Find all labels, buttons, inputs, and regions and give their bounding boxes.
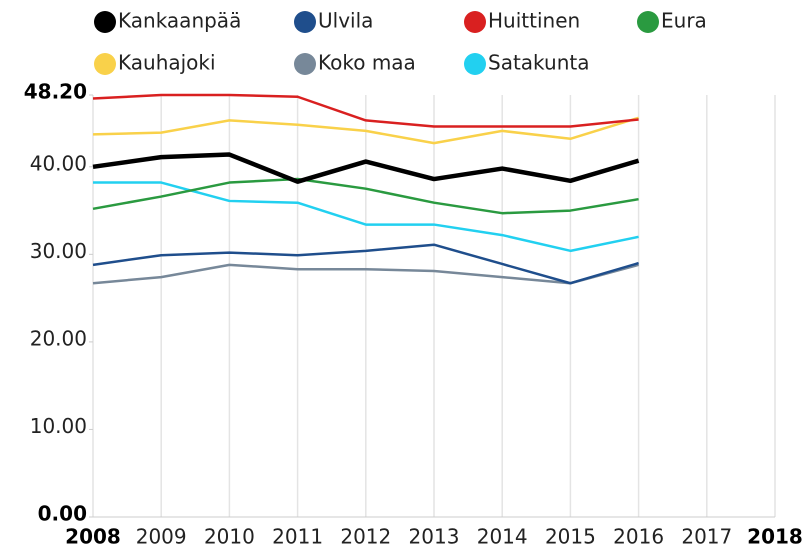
- y-tick-label: 30.00: [30, 239, 87, 263]
- legend-marker: [94, 53, 116, 75]
- legend-marker: [464, 11, 486, 33]
- x-tick-label: 2009: [136, 525, 187, 549]
- series-line: [92, 243, 639, 285]
- series-line: [92, 263, 639, 285]
- legend-label: Koko maa: [318, 51, 416, 75]
- legend-label: Ulvila: [318, 9, 373, 33]
- legend-marker: [94, 11, 116, 33]
- x-tick-label: 2010: [204, 525, 255, 549]
- legend-marker: [464, 53, 486, 75]
- series-line: [92, 177, 639, 215]
- legend-marker: [294, 53, 316, 75]
- legend-label: Eura: [661, 9, 707, 33]
- x-tick-label: 2015: [545, 525, 596, 549]
- x-tick-label: 2011: [272, 525, 323, 549]
- y-tick-label: 20.00: [30, 326, 87, 350]
- x-tick-label: 2012: [340, 525, 391, 549]
- series-line: [92, 93, 639, 128]
- legend-label: Kauhajoki: [118, 51, 216, 75]
- y-tick-label: 48.20: [24, 80, 87, 104]
- y-tick-label: 10.00: [30, 414, 87, 438]
- series-line: [92, 152, 640, 184]
- x-tick-label: 2018: [747, 525, 803, 549]
- x-tick-label: 2013: [409, 525, 460, 549]
- y-tick-label: 40.00: [30, 151, 87, 175]
- x-tick-label: 2017: [681, 525, 732, 549]
- x-tick-label: 2008: [65, 525, 121, 549]
- series-line: [93, 181, 639, 253]
- legend-marker: [294, 11, 316, 33]
- legend-marker: [637, 11, 659, 33]
- series-line: [92, 116, 639, 145]
- y-tick-label: 0.00: [38, 502, 87, 526]
- x-tick-label: 2014: [477, 525, 528, 549]
- legend-label: Kankaanpää: [118, 9, 241, 33]
- legend-label: Huittinen: [488, 9, 580, 33]
- x-tick-label: 2016: [613, 525, 664, 549]
- legend-label: Satakunta: [488, 51, 589, 75]
